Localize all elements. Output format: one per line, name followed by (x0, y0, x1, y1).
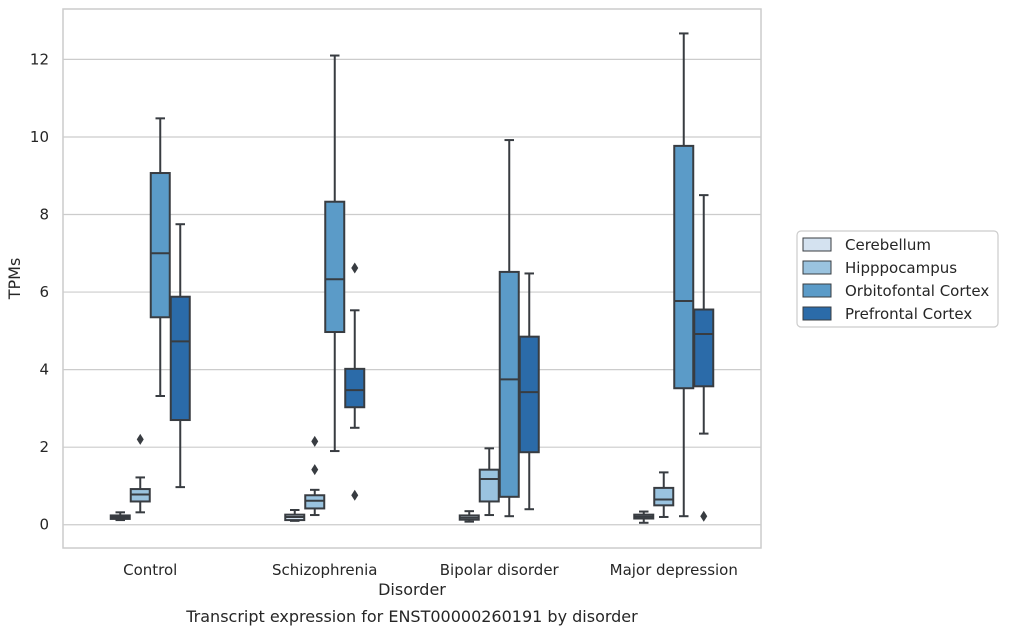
box-major-depression-orbitofontal-cortex (673, 32, 695, 518)
outlier-point (351, 489, 359, 501)
legend-frame (796, 230, 999, 328)
legend-swatch (802, 237, 832, 252)
box-control-prefrontal-cortex (169, 223, 191, 489)
outlier-point (700, 510, 708, 522)
y-tick-labels: 0 2 4 6 8 10 12 (30, 50, 49, 533)
legend: Cerebellum Hipppocampus Orbitofontal Corte… (796, 230, 999, 328)
box-body (693, 308, 715, 388)
box-marks (109, 32, 715, 524)
box-major-depression-hipppocampus (653, 471, 675, 518)
box-bipolar-disorder-cerebellum (458, 510, 480, 523)
box-schizophrenia-orbitofontal-cortex (324, 54, 346, 453)
box-schizophrenia-cerebellum (284, 508, 306, 522)
legend-item-cerebellum: Cerebellum (802, 236, 931, 254)
y-tick-label: 10 (30, 128, 49, 146)
x-tick-label-bipolar-disorder: Bipolar disorder (440, 561, 560, 579)
legend-label: Hipppocampus (845, 259, 957, 277)
x-tick-labels: Control Schizophrenia Bipolar disorder Majo… (123, 561, 738, 579)
box-body (149, 172, 171, 319)
box-body (344, 367, 366, 409)
x-axis-label: Disorder (378, 580, 446, 599)
box-major-depression-prefrontal-cortex (693, 194, 715, 522)
legend-item-prefrontal-cortex: Prefrontal Cortex (802, 305, 972, 323)
outlier-point (311, 464, 319, 476)
chart-caption: Transcript expression for ENST0000026019… (185, 607, 638, 626)
box-bipolar-disorder-prefrontal-cortex (518, 272, 540, 511)
box-body (673, 144, 695, 390)
box-bipolar-disorder-orbitofontal-cortex (498, 139, 520, 518)
legend-swatch (802, 260, 832, 275)
box-body (304, 494, 326, 510)
box-body (498, 270, 520, 498)
y-tick-label: 4 (39, 361, 49, 379)
y-tick-label: 12 (30, 50, 49, 68)
x-tick-label-control: Control (123, 561, 177, 579)
box-major-depression-cerebellum (633, 510, 655, 524)
legend-label: Prefrontal Cortex (845, 305, 972, 323)
legend-swatch (802, 283, 832, 298)
outlier-point (351, 262, 359, 274)
box-control-hipppocampus (129, 433, 151, 514)
y-tick-label: 0 (39, 516, 49, 534)
legend-label: Cerebellum (845, 236, 931, 254)
box-schizophrenia-hipppocampus (304, 435, 326, 517)
box-body (324, 200, 346, 334)
outlier-point (136, 433, 144, 445)
box-control-orbitofontal-cortex (149, 117, 171, 397)
legend-swatch (802, 306, 832, 321)
box-body (518, 335, 540, 454)
y-tick-label: 6 (39, 283, 49, 301)
box-body (169, 295, 191, 422)
box-control-cerebellum (109, 511, 131, 522)
box-schizophrenia-prefrontal-cortex (344, 262, 366, 501)
outlier-point (311, 435, 319, 447)
legend-label: Orbitofontal Cortex (845, 282, 989, 300)
x-tick-label-schizophrenia: Schizophrenia (272, 561, 377, 579)
legend-item-orbitofontal-cortex: Orbitofontal Cortex (802, 282, 989, 300)
y-tick-label: 2 (39, 438, 49, 456)
box-body (653, 486, 675, 507)
y-tick-label: 8 (39, 206, 49, 224)
plot-frame (62, 8, 762, 549)
y-axis-label: TPMs (5, 258, 24, 301)
x-tick-label-major-depression: Major depression (610, 561, 738, 579)
legend-item-hipppocampus: Hipppocampus (802, 259, 957, 277)
box-body (478, 468, 500, 503)
